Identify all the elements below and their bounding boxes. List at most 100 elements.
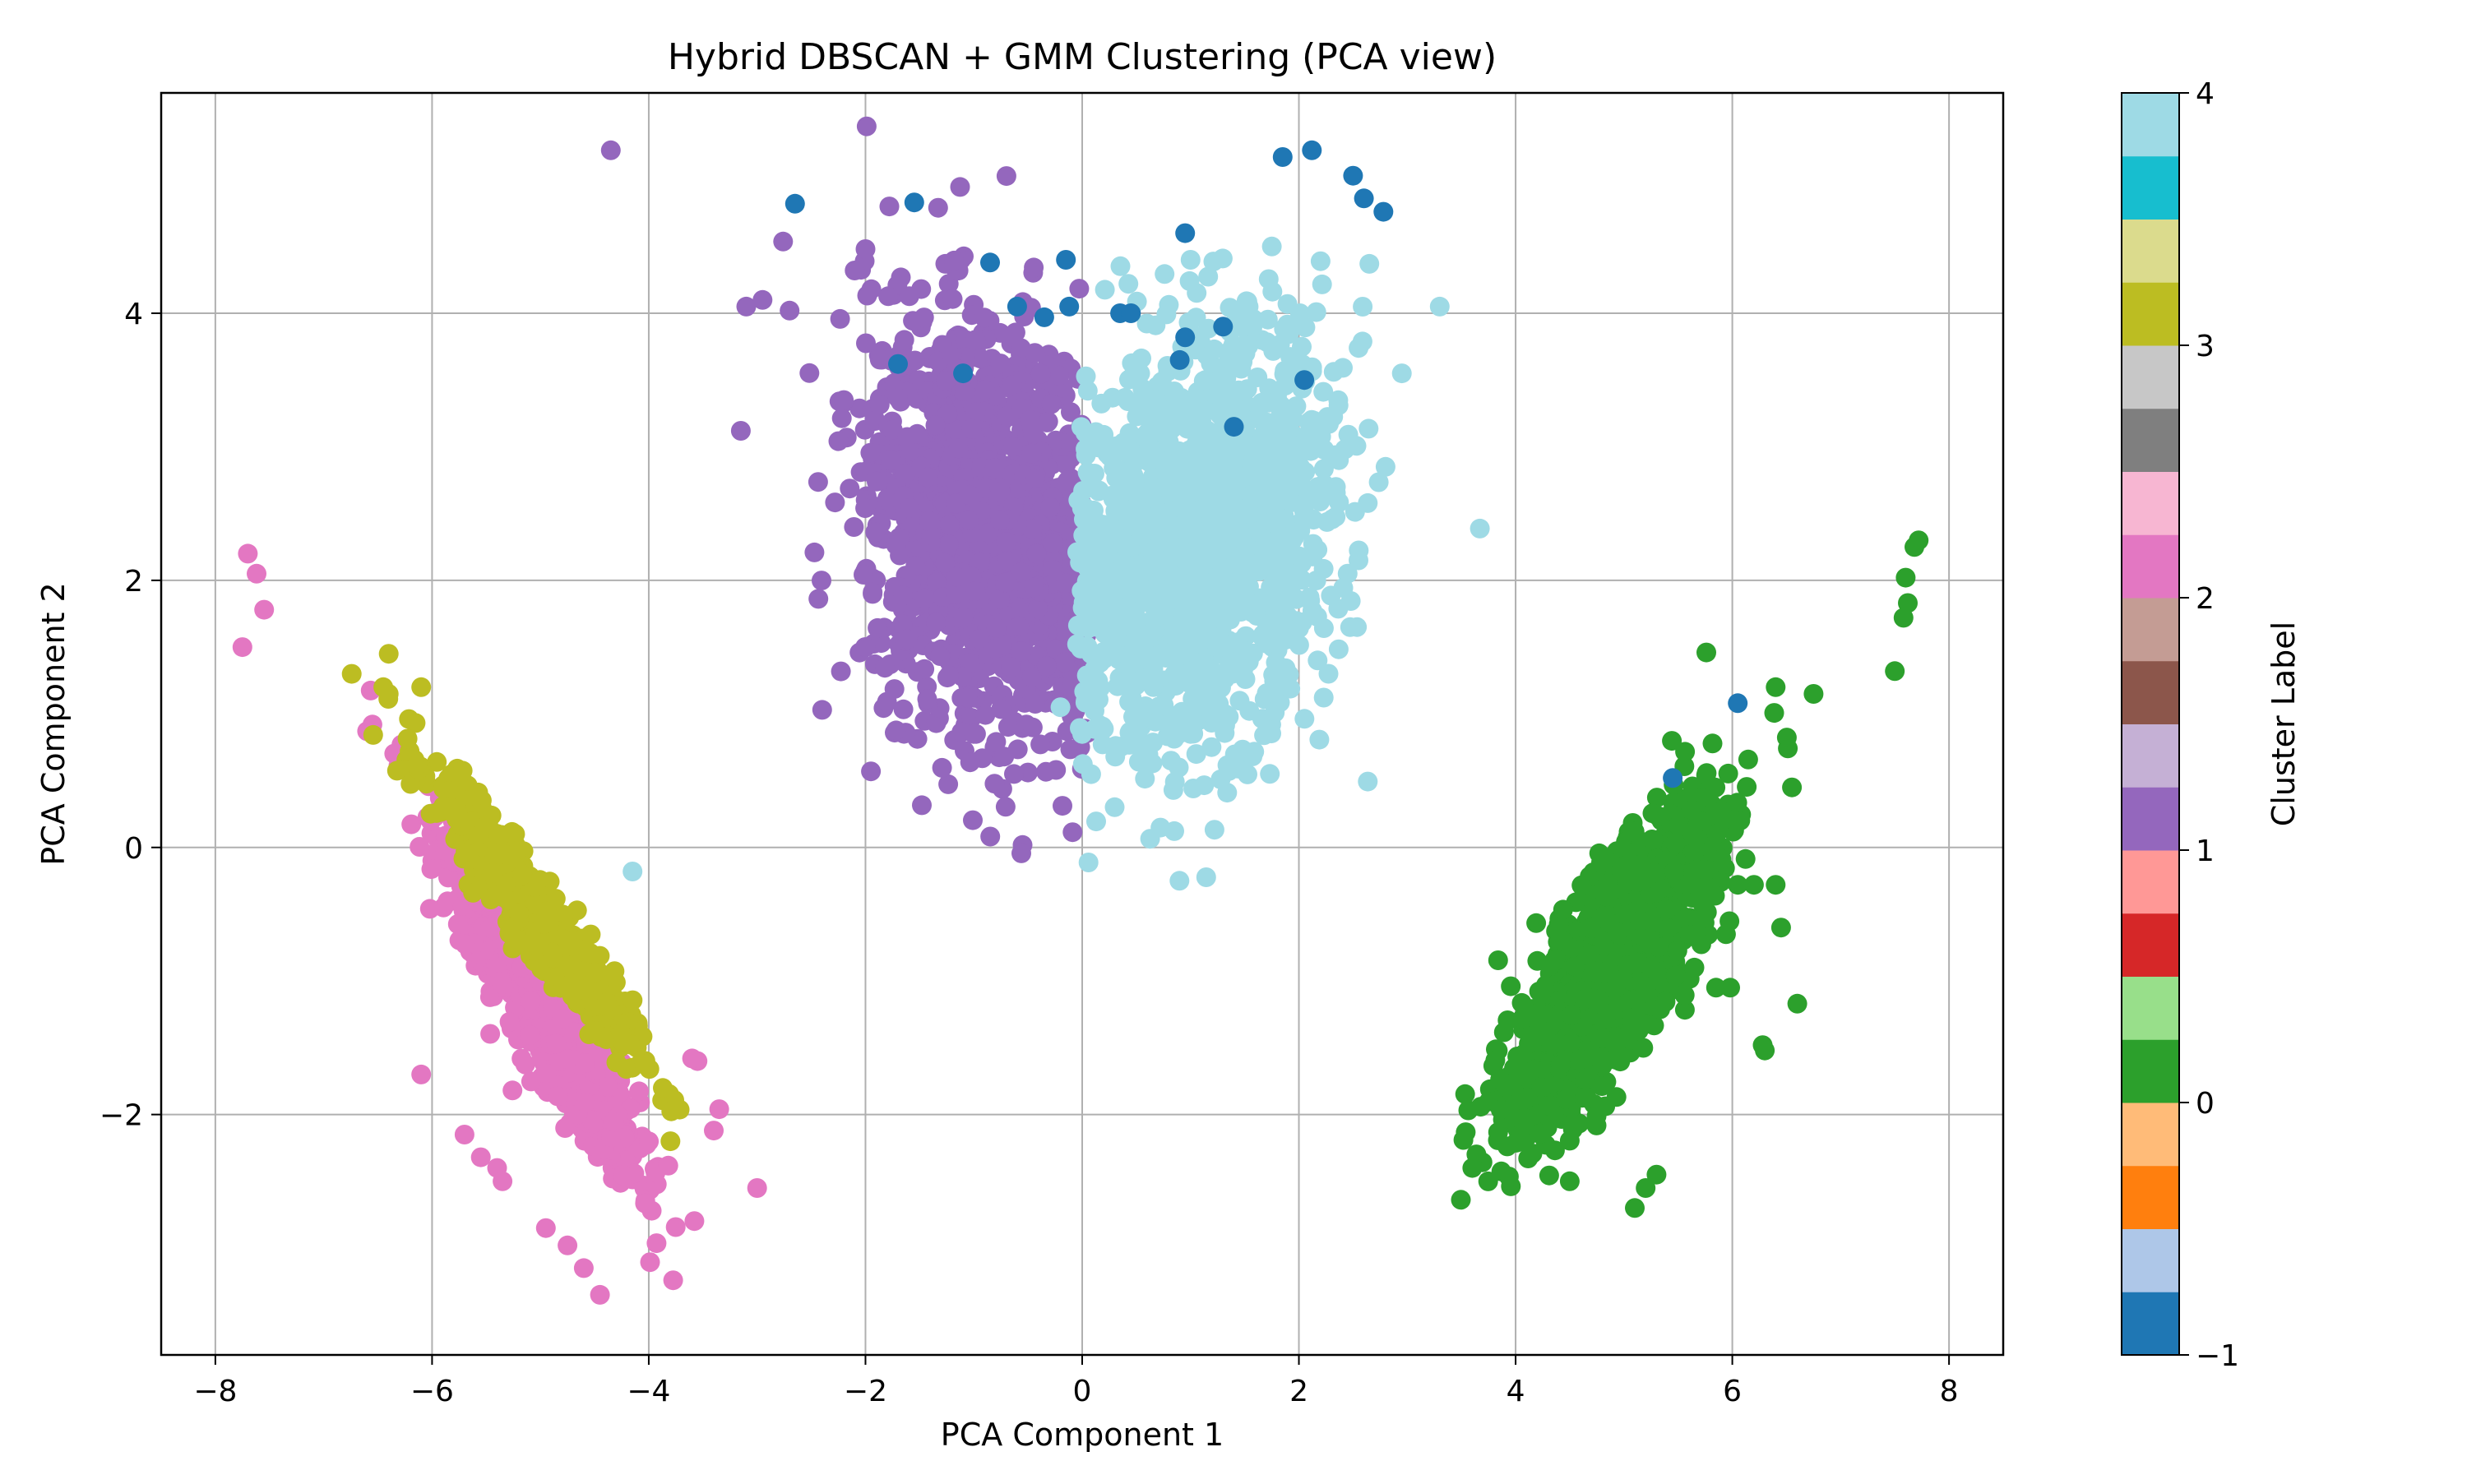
cluster-2-point bbox=[590, 1285, 610, 1305]
cluster-4-point bbox=[1218, 756, 1238, 775]
cluster-4-point bbox=[1312, 275, 1332, 294]
cluster-1-point bbox=[856, 334, 876, 354]
cluster-4-point bbox=[1095, 280, 1115, 299]
cluster-4-point bbox=[1123, 707, 1143, 727]
cluster-1-point bbox=[1069, 279, 1089, 298]
cluster-4-point bbox=[1311, 252, 1331, 271]
cluster-4-point bbox=[1314, 688, 1334, 708]
cluster-1-point bbox=[601, 141, 621, 160]
cluster-2-point bbox=[422, 859, 442, 879]
cluster-1-point bbox=[1002, 326, 1021, 346]
cluster-1-point bbox=[804, 543, 824, 562]
cluster-4-point bbox=[1106, 468, 1126, 488]
cluster-4-point bbox=[1119, 735, 1139, 755]
cluster-4-point bbox=[1185, 451, 1205, 470]
cluster-4-point bbox=[1165, 772, 1185, 792]
cluster-4-point bbox=[1155, 463, 1174, 483]
cluster-4-point bbox=[1132, 556, 1151, 576]
cluster-1-point bbox=[918, 468, 937, 488]
cluster-1-point bbox=[868, 618, 887, 638]
cluster-1-point bbox=[856, 239, 876, 259]
cluster-1-point bbox=[919, 511, 939, 531]
cluster-4-point bbox=[1085, 701, 1104, 721]
cluster-4-point bbox=[1252, 627, 1272, 647]
cluster-2-point bbox=[574, 1258, 594, 1278]
cluster-3-point bbox=[535, 914, 554, 934]
cluster-4-point bbox=[1091, 394, 1111, 414]
cluster-1-point bbox=[939, 534, 959, 554]
cluster-1-point bbox=[844, 517, 863, 537]
cluster-4-point bbox=[1289, 636, 1309, 655]
cluster-4-point bbox=[1081, 765, 1101, 784]
cluster-2-point bbox=[247, 564, 266, 584]
cluster-2-point bbox=[575, 1053, 595, 1073]
cluster-2-point bbox=[480, 918, 500, 938]
cluster-1-point bbox=[1046, 760, 1066, 780]
cluster-1-point bbox=[812, 571, 831, 590]
cluster-4-point bbox=[1201, 737, 1221, 757]
cluster-1-point bbox=[970, 629, 989, 649]
cluster-4-point bbox=[1329, 640, 1349, 659]
cluster-4-point bbox=[1051, 697, 1071, 717]
cluster-4-point bbox=[1077, 666, 1097, 686]
cluster-3-point bbox=[407, 756, 427, 775]
cluster-1-point bbox=[886, 535, 906, 555]
cluster-4-point bbox=[1111, 257, 1131, 276]
cluster-4-point bbox=[1275, 570, 1294, 589]
cluster-3-point bbox=[661, 1102, 681, 1121]
cluster-4-point bbox=[1134, 427, 1154, 446]
cluster-2-point bbox=[500, 1012, 520, 1032]
cluster-4-point bbox=[1072, 498, 1092, 518]
cluster-1-point bbox=[773, 232, 793, 252]
cluster-2-point bbox=[639, 1131, 659, 1151]
cluster-4-point bbox=[1262, 237, 1282, 257]
cluster-4-point bbox=[1132, 502, 1152, 522]
cluster-1-point bbox=[951, 177, 970, 196]
cluster-1-point bbox=[1024, 257, 1044, 277]
cluster-1-point bbox=[845, 261, 864, 280]
cluster-4-point bbox=[1225, 437, 1245, 456]
cluster-1-point bbox=[965, 581, 985, 601]
cluster-3-point bbox=[653, 1078, 673, 1098]
cluster-4-point bbox=[1299, 413, 1319, 432]
cluster-2-point bbox=[641, 1252, 660, 1272]
cluster-1-point bbox=[911, 280, 931, 299]
cluster-3-point bbox=[398, 729, 418, 749]
cluster-1-point bbox=[1004, 764, 1024, 784]
cluster-4-point bbox=[1300, 588, 1320, 608]
cluster-4-point bbox=[1182, 662, 1201, 682]
cluster-3-point bbox=[379, 644, 399, 663]
cluster-2-point bbox=[666, 1218, 686, 1237]
cluster-4-point bbox=[1308, 650, 1327, 670]
cluster-4-point bbox=[1119, 370, 1139, 390]
cluster-3-point bbox=[363, 725, 383, 745]
cluster-1-point bbox=[881, 450, 900, 469]
cluster-4-point bbox=[1164, 381, 1184, 401]
cluster-4-point bbox=[1275, 590, 1295, 610]
cluster-1-point bbox=[870, 395, 890, 414]
cluster-1-point bbox=[961, 419, 981, 439]
cluster-2-point bbox=[410, 837, 429, 857]
cluster-4-point bbox=[1326, 446, 1345, 465]
cluster-1-point bbox=[984, 774, 1004, 793]
cluster-4-point bbox=[1263, 341, 1283, 361]
cluster-2-point bbox=[520, 1025, 539, 1045]
cluster-4-point bbox=[1067, 543, 1087, 562]
cluster-2-point bbox=[547, 1034, 567, 1054]
cluster-1-point bbox=[980, 827, 1000, 847]
cluster-1-point bbox=[997, 532, 1016, 552]
cluster-2-point bbox=[233, 637, 252, 657]
cluster-4-point bbox=[1181, 250, 1201, 270]
cluster-1-point bbox=[1062, 822, 1082, 842]
cluster-4-point bbox=[1076, 423, 1095, 442]
cluster-1-point bbox=[808, 472, 828, 492]
cluster-1-point bbox=[1041, 395, 1061, 414]
cluster-4-point bbox=[1206, 548, 1226, 567]
cluster-4-point bbox=[1150, 551, 1169, 571]
cluster-4-point bbox=[1144, 677, 1164, 697]
cluster-1-point bbox=[930, 646, 950, 666]
cluster-1-point bbox=[914, 659, 934, 679]
cluster-2-point bbox=[604, 1112, 624, 1132]
cluster-2-point bbox=[456, 935, 475, 955]
